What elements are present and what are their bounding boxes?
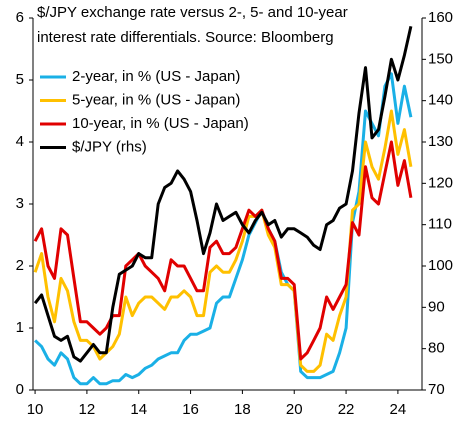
x-tick-label: 18 — [234, 401, 251, 418]
chart-title: $/JPY exchange rate versus 2-, 5- and 10… — [37, 4, 348, 21]
x-tick-label: 16 — [182, 401, 199, 418]
x-tick-label: 20 — [286, 401, 303, 418]
y-tick-label: 0 — [16, 381, 24, 398]
y-tick-label: 5 — [16, 71, 24, 88]
legend-label: 2-year, in % (US - Japan) — [72, 68, 240, 85]
y2-tick-label: 100 — [428, 257, 453, 274]
chart-title: interest rate differentials. Source: Blo… — [37, 29, 334, 46]
series-line — [33, 140, 413, 361]
x-tick-label: 14 — [130, 401, 147, 418]
series-line — [33, 25, 413, 363]
y-tick-label: 3 — [16, 195, 24, 212]
x-tick-label: 22 — [338, 401, 355, 418]
y-tick-label: 6 — [16, 9, 24, 26]
legend-label: 10-year, in % (US - Japan) — [72, 115, 249, 132]
series-line — [34, 72, 413, 386]
legend-label: 5-year, in % (US - Japan) — [72, 91, 240, 108]
y2-tick-label: 120 — [428, 174, 453, 191]
y-tick-label: 2 — [16, 257, 24, 274]
y2-tick-label: 160 — [428, 9, 453, 26]
y2-tick-label: 80 — [428, 340, 445, 357]
y2-tick-label: 70 — [428, 381, 445, 398]
x-tick-label: 12 — [79, 401, 96, 418]
y-tick-label: 1 — [16, 319, 24, 336]
y2-tick-label: 150 — [428, 50, 453, 67]
x-tick-label: 24 — [390, 401, 407, 418]
y2-tick-label: 90 — [428, 298, 445, 315]
legend-label: $/JPY (rhs) — [72, 138, 147, 155]
y2-tick-label: 130 — [428, 133, 453, 150]
y-tick-label: 4 — [16, 133, 24, 150]
y2-tick-label: 110 — [428, 216, 452, 233]
y2-tick-label: 140 — [428, 92, 453, 109]
x-tick-label: 10 — [27, 401, 44, 418]
